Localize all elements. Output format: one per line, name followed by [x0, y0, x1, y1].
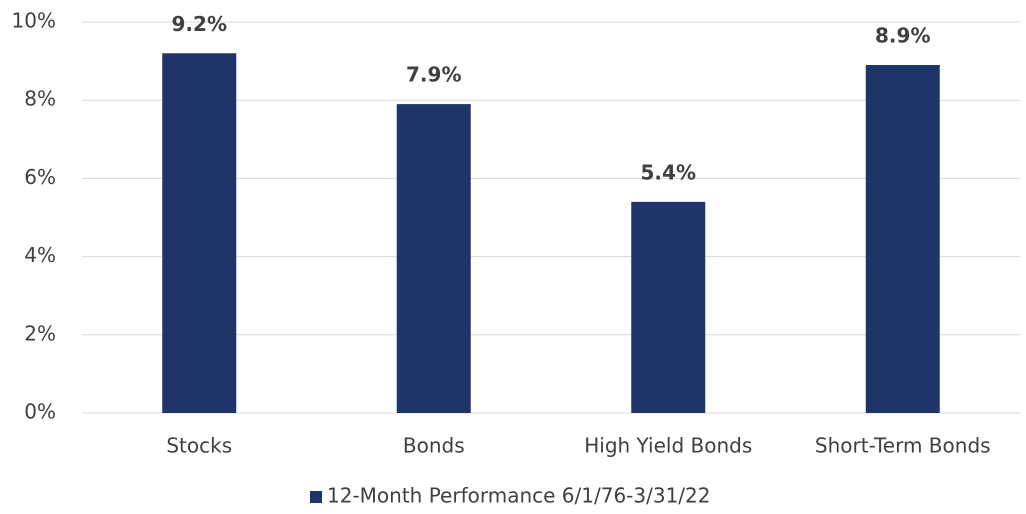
y-tick-label: 0%	[24, 400, 56, 424]
x-tick-label: Short-Term Bonds	[815, 434, 991, 458]
y-tick-label: 4%	[24, 243, 56, 267]
data-label: 5.4%	[641, 160, 696, 184]
legend-label: 12-Month Performance 6/1/76-3/31/22	[327, 484, 711, 508]
data-label: 7.9%	[406, 63, 461, 87]
legend-swatch	[310, 491, 322, 503]
y-tick-label: 6%	[24, 165, 56, 189]
bar	[396, 104, 471, 414]
x-tick-label: High Yield Bonds	[584, 434, 752, 458]
y-tick-label: 2%	[24, 321, 56, 345]
bar	[865, 65, 940, 413]
x-tick-label: Stocks	[166, 434, 232, 458]
x-tick-label: Bonds	[403, 434, 465, 458]
bar	[162, 53, 237, 413]
y-tick-label: 10%	[12, 9, 56, 33]
bar	[631, 201, 706, 413]
data-label: 9.2%	[172, 12, 227, 36]
data-label: 8.9%	[875, 24, 930, 48]
y-tick-label: 8%	[24, 87, 56, 111]
